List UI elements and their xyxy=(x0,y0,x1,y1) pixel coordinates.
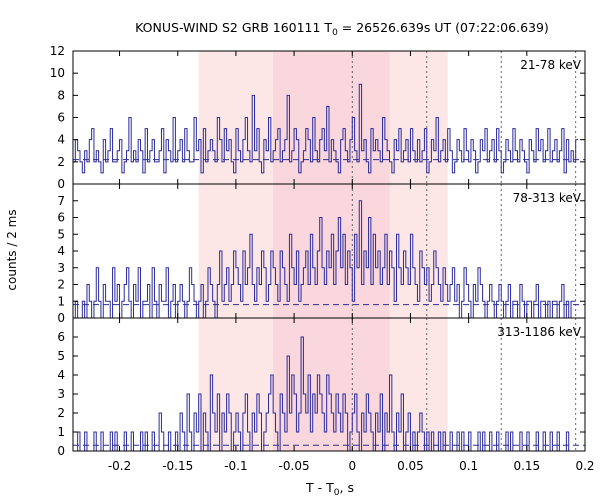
y-tick-label: 12 xyxy=(50,44,65,58)
shaded-region-2 xyxy=(273,51,390,184)
y-tick-label: 0 xyxy=(57,444,65,458)
count-histogram-series xyxy=(73,200,576,319)
x-tick-label: 0.1 xyxy=(459,459,478,473)
y-tick-label: 8 xyxy=(57,88,65,102)
y-tick-label: 3 xyxy=(57,387,65,401)
y-tick-label: 4 xyxy=(57,244,65,258)
y-tick-label: 5 xyxy=(57,349,65,363)
chart-title: KONUS-WIND S2 GRB 160111 T0 = 26526.639s… xyxy=(135,20,549,38)
y-tick-label: 5 xyxy=(57,227,65,241)
energy-band-label: 78-313 keV xyxy=(513,191,582,205)
x-tick-label: 0.15 xyxy=(513,459,540,473)
y-tick-label: 1 xyxy=(57,294,65,308)
x-axis-label: T - T0, s xyxy=(305,480,354,498)
panel-1: 0 2 4 6 8 10 12 21-78 keV xyxy=(50,44,586,191)
energy-band-label: 21-78 keV xyxy=(520,58,582,72)
y-tick-label: 2 xyxy=(57,278,65,292)
x-tick-label: -0.05 xyxy=(279,459,310,473)
x-tick-label: 0.05 xyxy=(397,459,424,473)
x-tick-label: 0.2 xyxy=(575,459,594,473)
y-tick-label: 10 xyxy=(50,66,65,80)
y-tick-label: 0 xyxy=(57,311,65,325)
panel-2: 0 1 2 3 4 5 6 7 78-313 keV xyxy=(57,183,586,325)
y-tick-label: 4 xyxy=(57,133,65,147)
energy-band-label: 313-1186 keV xyxy=(497,325,581,339)
x-tick-label: -0.15 xyxy=(162,459,193,473)
y-tick-label: 3 xyxy=(57,261,65,275)
y-tick-label: 0 xyxy=(57,177,65,191)
y-tick-label: 1 xyxy=(57,425,65,439)
y-tick-label: 6 xyxy=(57,211,65,225)
count-histogram-series xyxy=(73,83,579,174)
y-tick-label: 4 xyxy=(57,368,65,382)
x-tick-label: 0 xyxy=(348,459,356,473)
y-tick-label: 6 xyxy=(57,111,65,125)
panel-3: 0 1 2 3 4 5 6 313-1186 keV xyxy=(57,317,586,458)
panel-frame xyxy=(72,317,586,452)
y-tick-label: 2 xyxy=(57,155,65,169)
y-axis-label: counts / 2 ms xyxy=(5,209,19,290)
shaded-region-2 xyxy=(273,318,390,451)
x-tick-label: -0.1 xyxy=(224,459,247,473)
y-tick-label: 6 xyxy=(57,330,65,344)
x-tick-label: -0.2 xyxy=(108,459,131,473)
y-tick-label: 7 xyxy=(57,194,65,208)
y-tick-label: 2 xyxy=(57,406,65,420)
